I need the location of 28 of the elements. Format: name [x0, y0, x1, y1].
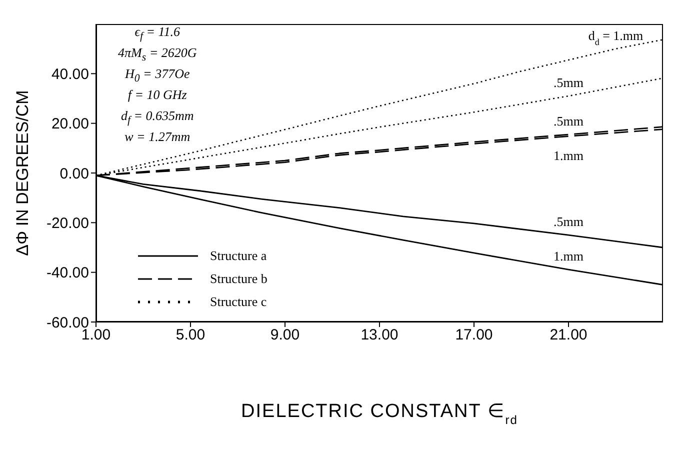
annotation: d$_{f}$ = 0.635mm: [120, 108, 195, 129]
annotation: .5mm: [554, 114, 584, 129]
x-tick-label: 5.00: [176, 326, 206, 344]
annotation: 1.mm: [554, 248, 584, 264]
x-tick-label: 9.00: [270, 326, 300, 344]
x-tick-label: 1.00: [81, 326, 111, 344]
annotation: 1.mm: [554, 148, 584, 164]
legend-label: Structure a: [210, 248, 267, 264]
legend-label: Structure b: [210, 270, 268, 286]
x-tick-label: 17.00: [455, 326, 493, 344]
annotation: H$_{0}$ = 377Oe: [124, 66, 191, 87]
annotation: f = 10 GHz: [126, 87, 188, 104]
annotation: ϵ$_{f}$ = 11.6: [134, 24, 182, 45]
y-tick-label: 0.00: [60, 165, 89, 182]
annotation: d$_{d}$ = 1.mm: [588, 28, 644, 47]
annotation: w = 1.27mm: [124, 129, 192, 146]
x-tick-label: 21.00: [550, 326, 588, 344]
x-tick-label: 13.00: [360, 326, 398, 344]
annotation: .5mm: [554, 214, 584, 230]
y-tick-label: -20.00: [46, 214, 89, 232]
y-tick-label: -40.00: [46, 264, 89, 282]
legend-label: Structure c: [210, 294, 267, 310]
x-axis-title: DIELECTRIC CONSTANT ∈$_{rd}$: [241, 401, 518, 427]
y-axis-title: ΔΦ IN DEGREES/CM: [13, 90, 32, 256]
annotation: 4πM$_{s}$ = 2620G: [118, 45, 197, 66]
annotation: .5mm: [554, 75, 584, 90]
y-tick-label: 20.00: [51, 116, 89, 133]
y-tick-label: 40.00: [51, 66, 89, 83]
